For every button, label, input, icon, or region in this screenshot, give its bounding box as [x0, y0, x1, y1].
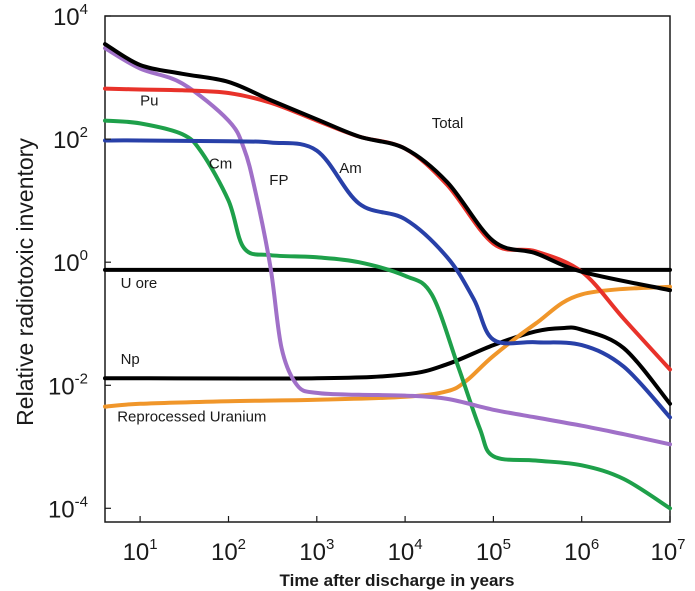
y-tick-label-0: 100 — [53, 247, 88, 277]
series-line-np — [103, 325, 672, 406]
y-tick-label-4: 104 — [53, 1, 88, 31]
series-label-layer: Total Pu Am Cm FP U ore Np Reprocessed Uranium — [117, 93, 463, 426]
series-label-cm: Cm — [209, 156, 232, 173]
x-tick-label-6: 106 — [564, 536, 599, 566]
x-tick-label-5: 105 — [476, 536, 511, 566]
series-line-pu — [103, 86, 672, 372]
y-tick-label-2: 10-2 — [48, 370, 88, 400]
y-tick-label-2: 102 — [53, 124, 88, 154]
series-label-pu: Pu — [140, 93, 158, 110]
series-label-fp: FP — [269, 172, 288, 189]
series-line-fp — [103, 46, 672, 447]
x-tick-label-1: 101 — [123, 536, 158, 566]
y-axis-title: Relative radiotoxic inventory — [12, 138, 38, 426]
x-tick-label-4: 104 — [388, 536, 423, 566]
series-label-am: Am — [339, 160, 362, 177]
y-tick-label-4: 10-4 — [48, 493, 88, 523]
series-label-np: Np — [121, 351, 140, 368]
tick-label-layer: 101 102 103 104 105 106 107 104 102 100 10-2 10-4 — [48, 1, 686, 566]
x-tick-label-2: 102 — [211, 536, 246, 566]
series-label-u-ore: U ore — [121, 275, 158, 292]
x-tick-label-7: 107 — [650, 536, 685, 566]
series-line-reprocessed-uranium — [103, 284, 672, 409]
series-line-total — [103, 42, 672, 293]
series-label-total: Total — [432, 115, 464, 132]
x-axis-title: Time after discharge in years — [280, 571, 515, 590]
series-line-am — [103, 138, 672, 420]
series-line-cm — [103, 118, 672, 511]
series-layer — [103, 42, 672, 511]
x-tick-label-3: 103 — [299, 536, 334, 566]
series-label-reprocessed-uranium: Reprocessed Uranium — [117, 408, 266, 425]
